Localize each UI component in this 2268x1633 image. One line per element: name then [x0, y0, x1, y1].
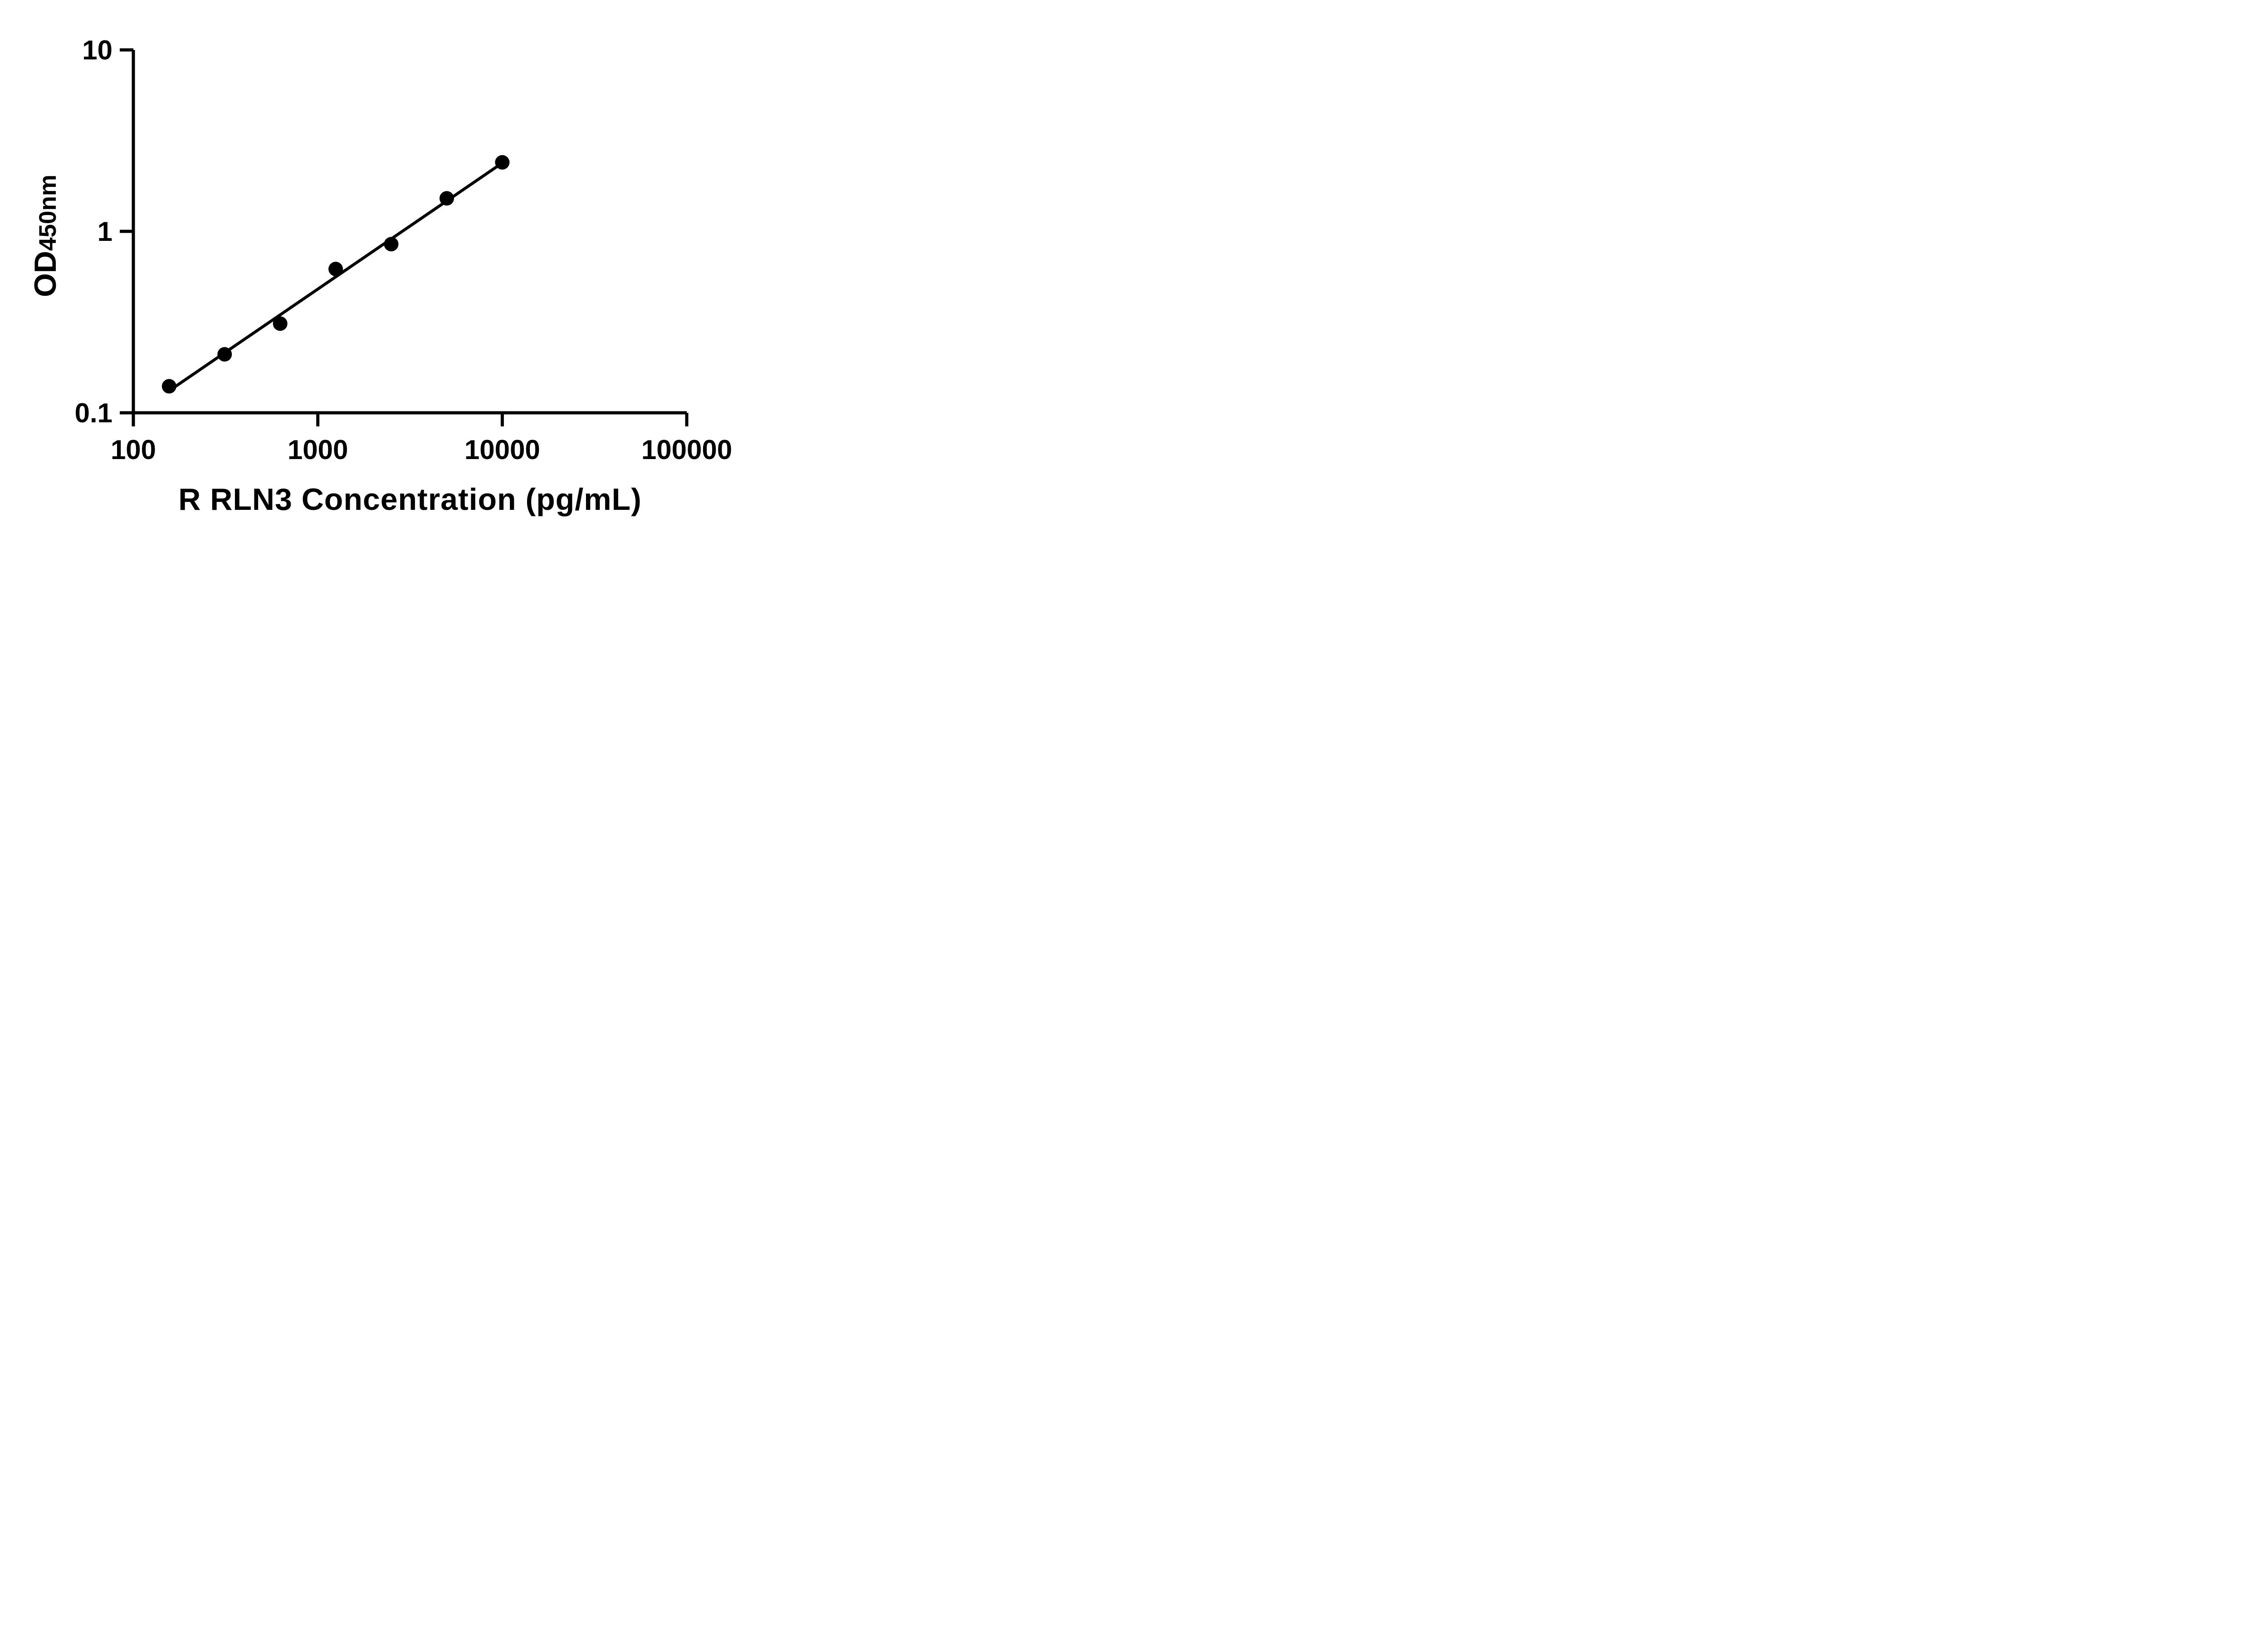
x-axis-title: R RLN3 Concentration (pg/mL): [178, 482, 642, 517]
data-point-marker: [384, 237, 399, 252]
x-tick-label: 1000: [288, 435, 348, 465]
y-tick-label: 1: [98, 216, 112, 247]
standard-curve-figure: 10 1 0.1 100 1000 10000 100000 R RLN3 Concentr…: [0, 0, 761, 544]
data-point-marker: [495, 155, 510, 170]
data-point-marker: [273, 316, 288, 331]
y-tick-label: 0.1: [75, 398, 112, 428]
x-tick-label: 10000: [464, 435, 540, 465]
y-axis-title: OD450nm: [28, 175, 63, 297]
y-axis-title-main: OD: [28, 250, 63, 297]
y-axis-title-subscript: 450nm: [34, 175, 61, 251]
x-tick-label: 100000: [641, 435, 732, 465]
data-point-marker: [328, 262, 343, 277]
data-point-marker: [161, 379, 176, 394]
y-tick-label: 10: [82, 35, 112, 65]
data-point-marker: [439, 191, 454, 206]
x-tick-label: 100: [111, 435, 156, 465]
data-point-marker: [217, 347, 232, 362]
standard-curve-plot: 10 1 0.1 100 1000 10000 100000: [75, 35, 733, 465]
